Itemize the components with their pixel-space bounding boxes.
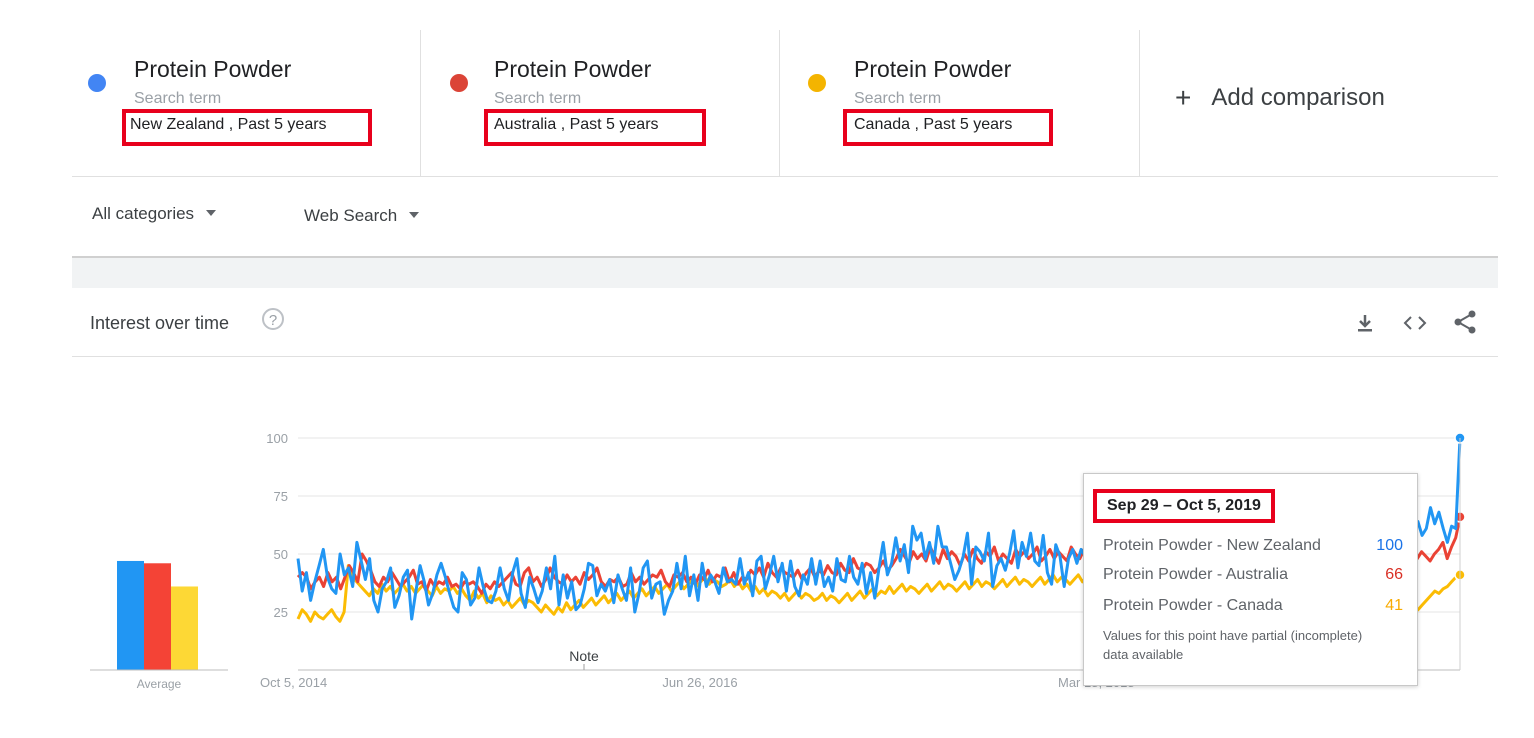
category-label: All categories xyxy=(92,204,195,223)
y-tick-label: 50 xyxy=(274,547,288,562)
tooltip-row-value: 100 xyxy=(1376,537,1403,554)
average-bar xyxy=(171,586,198,670)
plus-icon: + xyxy=(1175,82,1192,113)
tooltip-row-label: Protein Powder - New Zealand xyxy=(1103,537,1321,554)
term-region[interactable]: Australia , Past 5 years xyxy=(494,116,659,133)
comparison-term-3[interactable]: Protein Powder Search term Canada , Past… xyxy=(780,30,1140,176)
term-sub: Search term xyxy=(134,90,222,107)
tooltip-row-value: 41 xyxy=(1385,597,1403,614)
tooltip-row: Protein Powder - Canada 41 xyxy=(1103,597,1403,615)
add-comparison-button[interactable]: + Add comparison xyxy=(1175,82,1385,114)
divider xyxy=(1139,30,1140,176)
chart-tooltip: Sep 29 – Oct 5, 2019 Protein Powder - Ne… xyxy=(1083,473,1418,686)
comparison-term-2[interactable]: Protein Powder Search term Australia , P… xyxy=(421,30,779,176)
series-color-dot xyxy=(450,74,468,92)
tooltip-row: Protein Powder - New Zealand 100 xyxy=(1103,537,1403,555)
term-name[interactable]: Protein Powder xyxy=(134,56,292,82)
highlight-box xyxy=(843,109,1053,146)
y-tick-label: 25 xyxy=(274,605,288,620)
average-label: Average xyxy=(137,677,182,691)
tooltip-date: Sep 29 – Oct 5, 2019 xyxy=(1093,489,1275,523)
tooltip-note: Values for this point have partial (inco… xyxy=(1103,628,1363,662)
series-color-dot xyxy=(808,74,826,92)
highlight-box xyxy=(484,109,706,146)
term-sub: Search term xyxy=(494,90,582,107)
x-tick-label: Jun 26, 2016 xyxy=(662,675,737,690)
tooltip-row-value: 66 xyxy=(1385,566,1403,583)
card-divider xyxy=(72,356,1498,357)
category-dropdown[interactable]: All categories xyxy=(92,204,217,224)
tooltip-row-label: Protein Powder - Canada xyxy=(1103,597,1283,614)
help-icon[interactable]: ? xyxy=(262,308,284,330)
share-icon[interactable] xyxy=(1452,309,1478,335)
card-title: Interest over time xyxy=(90,313,230,333)
section-divider xyxy=(72,256,1498,288)
divider xyxy=(779,30,780,176)
tooltip-row: Protein Powder - Australia 66 xyxy=(1103,566,1403,584)
comparison-term-1[interactable]: Protein Powder Search term New Zealand ,… xyxy=(72,30,420,176)
tooltip-row-label: Protein Powder - Australia xyxy=(1103,566,1288,583)
term-name[interactable]: Protein Powder xyxy=(854,56,1012,82)
divider xyxy=(420,30,421,176)
term-region[interactable]: Canada , Past 5 years xyxy=(854,116,1013,133)
average-bar xyxy=(117,560,144,670)
average-bar xyxy=(144,563,171,670)
x-tick-label: Oct 5, 2014 xyxy=(260,675,327,690)
chevron-down-icon xyxy=(206,210,217,216)
embed-icon[interactable] xyxy=(1402,313,1428,333)
search-type-dropdown[interactable]: Web Search xyxy=(304,206,420,226)
term-sub: Search term xyxy=(854,90,942,107)
term-region[interactable]: New Zealand , Past 5 years xyxy=(130,116,327,133)
y-tick-label: 100 xyxy=(266,431,288,446)
highlight-box xyxy=(122,109,372,146)
note-label: Note xyxy=(569,648,599,664)
chevron-down-icon xyxy=(409,212,420,218)
download-icon[interactable] xyxy=(1354,312,1376,334)
comparison-bar: Protein Powder Search term New Zealand ,… xyxy=(72,30,1498,177)
search-type-label: Web Search xyxy=(304,206,398,225)
term-name[interactable]: Protein Powder xyxy=(494,56,652,82)
series-color-dot xyxy=(88,74,106,92)
y-tick-label: 75 xyxy=(274,489,288,504)
add-comparison-label: Add comparison xyxy=(1211,84,1385,111)
